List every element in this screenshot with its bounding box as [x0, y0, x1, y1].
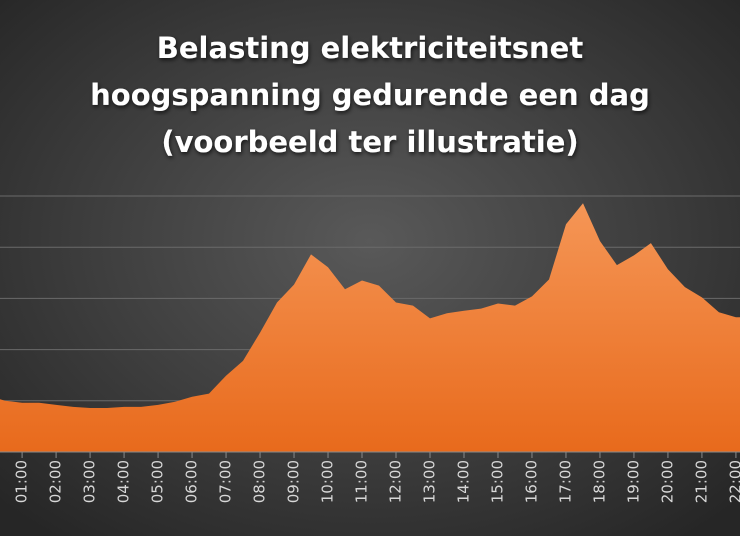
x-tick-label: 19:00 [624, 460, 642, 503]
x-tick-label: 13:00 [420, 460, 438, 503]
x-tick-label: 01:00 [13, 460, 31, 503]
x-tick-label: 05:00 [149, 460, 167, 503]
chart-title: (voorbeeld ter illustratie) [161, 125, 578, 159]
x-tick-label: 18:00 [590, 460, 608, 503]
x-tick-label: 04:00 [115, 460, 133, 503]
x-tick-label: 07:00 [217, 460, 235, 503]
x-tick-label: 10:00 [319, 460, 337, 503]
x-tick-label: 21:00 [692, 460, 710, 503]
x-tick-label: 15:00 [488, 460, 506, 503]
x-tick-label: 20:00 [658, 460, 676, 503]
x-tick-label: 12:00 [387, 460, 405, 503]
chart-title: Belasting elektriciteitsnet [157, 31, 584, 65]
x-tick-label: 14:00 [454, 460, 472, 503]
x-tick-label: 22:00 [726, 460, 740, 503]
x-tick-label: 09:00 [285, 460, 303, 503]
x-tick-label: 16:00 [522, 460, 540, 503]
x-tick-label: 06:00 [183, 460, 201, 503]
x-tick-label: 02:00 [47, 460, 65, 503]
chart-title: hoogspanning gedurende een dag [90, 78, 650, 112]
x-tick-label: 08:00 [251, 460, 269, 503]
x-tick-label: 03:00 [81, 460, 99, 503]
x-tick-label: 11:00 [353, 460, 371, 503]
x-tick-label: 17:00 [556, 460, 574, 503]
area [0, 203, 740, 452]
